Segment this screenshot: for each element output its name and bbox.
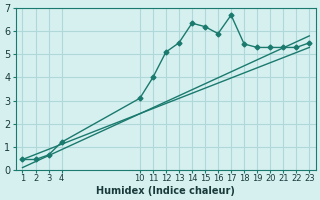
X-axis label: Humidex (Indice chaleur): Humidex (Indice chaleur): [96, 186, 235, 196]
